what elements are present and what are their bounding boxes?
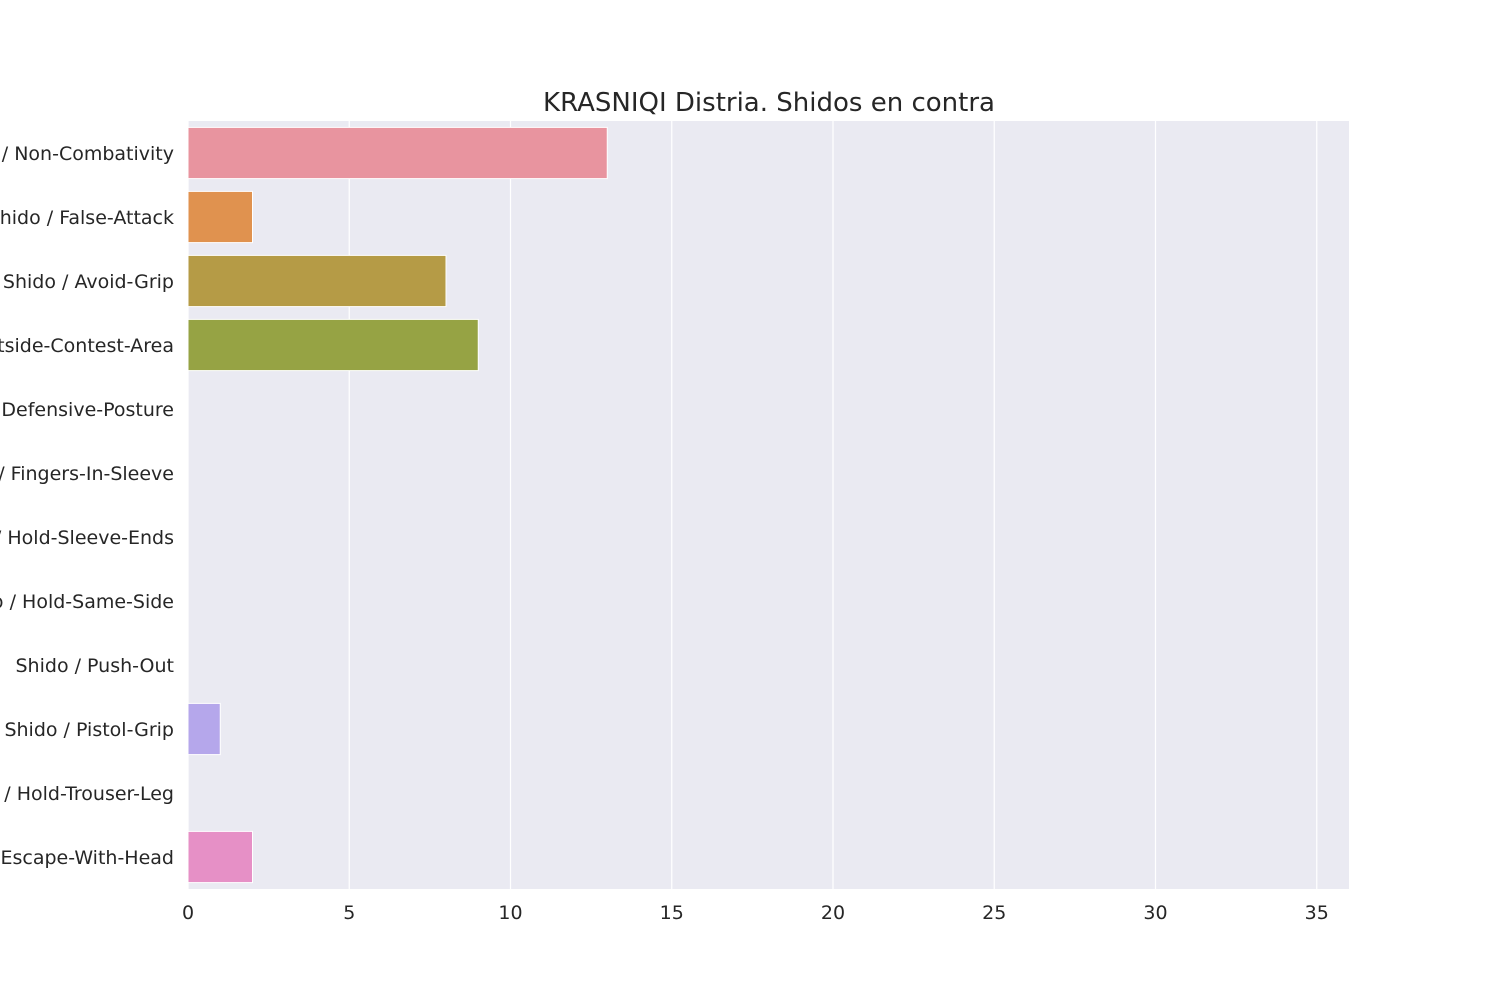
bar-12 — [187, 830, 253, 884]
y-tick-label-2: Shido / False-Attack — [0, 207, 174, 229]
chart-title: KRASNIQI Distria. Shidos en contra — [543, 88, 995, 118]
y-tick-label-8: Shido / Hold-Same-Side — [0, 591, 174, 613]
x-tick-labels: 0 5 10 15 20 25 30 35 — [182, 902, 1329, 924]
bars — [187, 126, 608, 884]
x-tick-label-10: 10 — [498, 902, 522, 924]
bar-10 — [187, 702, 221, 756]
y-tick-label-3: Shido / Avoid-Grip — [3, 271, 174, 293]
y-tick-label-10: Shido / Pistol-Grip — [4, 719, 174, 741]
y-tick-label-6: Shido / Fingers-In-Sleeve — [0, 463, 174, 485]
y-tick-label-7: Shido / Hold-Sleeve-Ends — [0, 527, 174, 549]
bar-4 — [187, 318, 479, 372]
x-tick-label-0: 0 — [182, 902, 194, 924]
bar-1 — [187, 126, 608, 180]
y-tick-label-11: Shido / Hold-Trouser-Leg — [0, 783, 174, 805]
y-tick-label-12: Shido / Escape-With-Head — [0, 847, 174, 869]
x-tick-label-35: 35 — [1305, 902, 1329, 924]
y-tick-label-4: Shido / Outside-Contest-Area — [0, 335, 174, 357]
x-tick-label-15: 15 — [660, 902, 684, 924]
y-tick-labels: Shido / Non-Combativity Shido / False-Att… — [0, 143, 174, 869]
y-tick-label-1: Shido / Non-Combativity — [0, 143, 174, 165]
x-tick-label-20: 20 — [821, 902, 845, 924]
y-tick-label-5: Shido / Defensive-Posture — [0, 399, 174, 421]
x-tick-label-30: 30 — [1143, 902, 1167, 924]
plot-area — [188, 121, 1349, 889]
y-tick-label-9: Shido / Push-Out — [16, 655, 175, 677]
x-tick-label-5: 5 — [343, 902, 355, 924]
x-tick-label-25: 25 — [982, 902, 1006, 924]
grid-lines — [187, 121, 1318, 889]
bar-2 — [187, 190, 253, 244]
bar-3 — [187, 254, 447, 308]
